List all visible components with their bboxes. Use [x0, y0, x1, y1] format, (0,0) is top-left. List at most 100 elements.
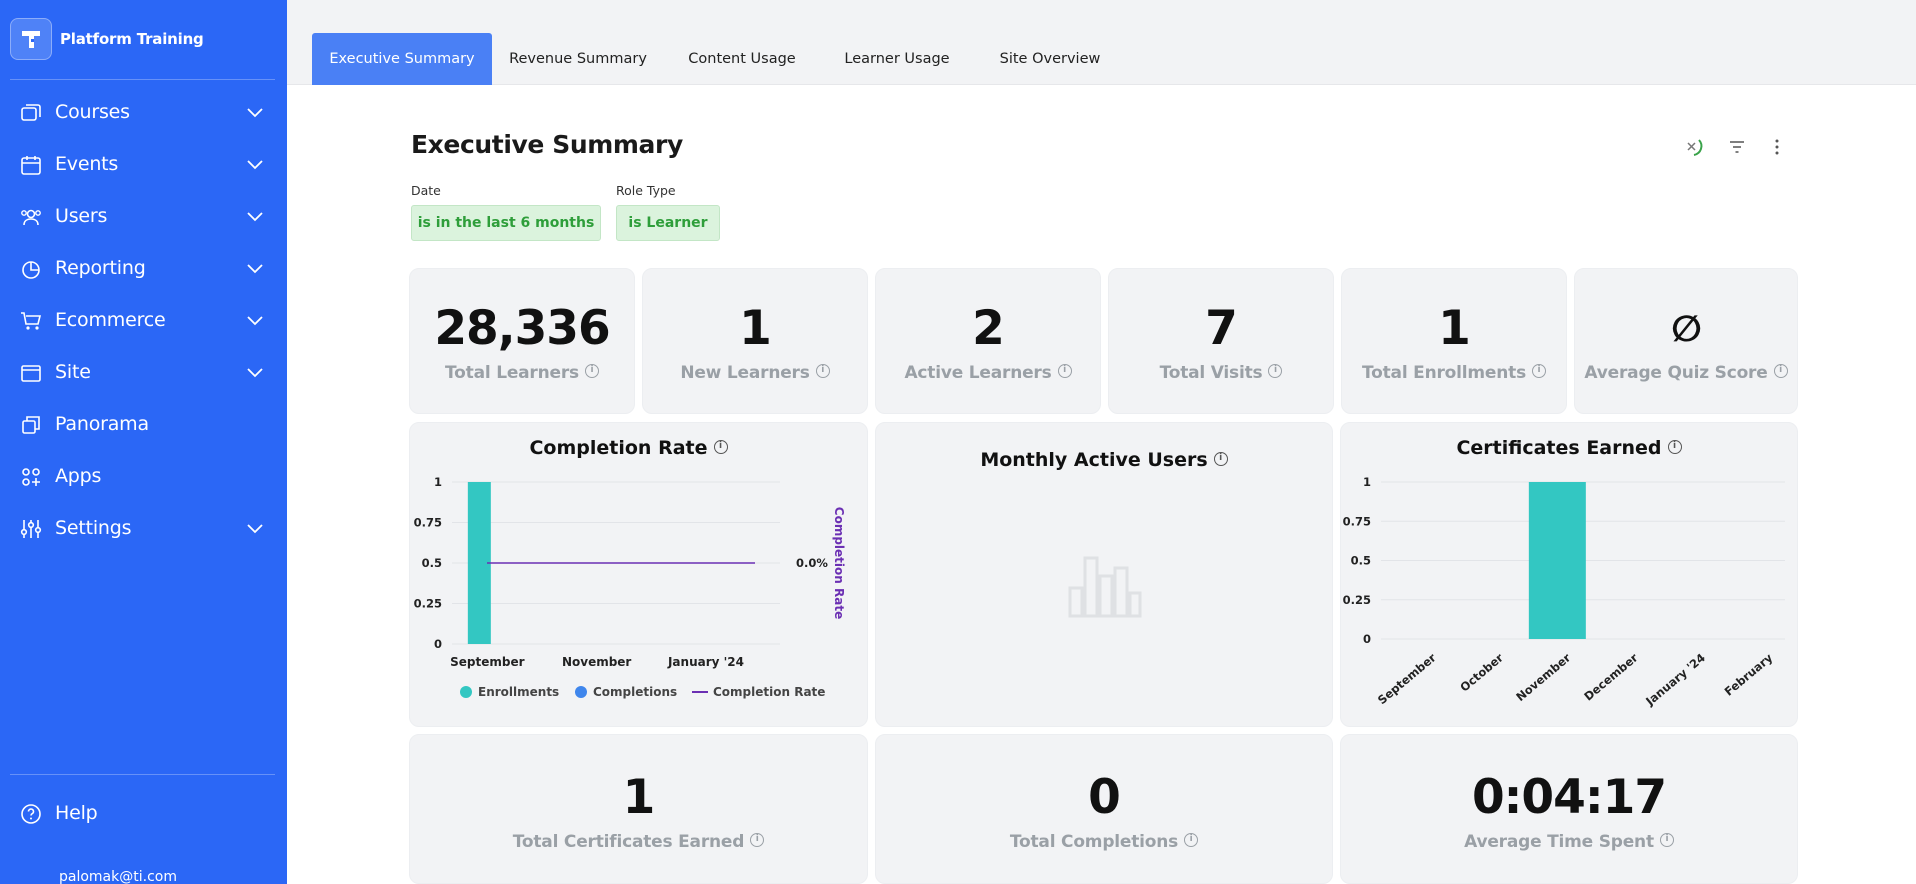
chevron-down-icon[interactable]: [245, 209, 265, 223]
tab-site-overview[interactable]: Site Overview: [999, 51, 1101, 67]
more-options-button[interactable]: [1764, 134, 1790, 160]
filter-button[interactable]: [1724, 134, 1750, 160]
info-icon[interactable]: i: [1773, 364, 1788, 378]
cancel-loading-button[interactable]: [1680, 134, 1706, 160]
chart-title: Monthly Active Users i: [876, 449, 1332, 471]
sidebar-item-label: Events: [55, 153, 119, 175]
brand-logo-icon: [10, 18, 52, 60]
chevron-down-icon[interactable]: [245, 313, 265, 327]
x-tick-label: January '24: [1642, 651, 1708, 709]
kpi-value: 1: [1438, 301, 1471, 356]
sidebar-item-apps[interactable]: Apps: [0, 456, 287, 496]
sidebar-item-label: Courses: [55, 101, 130, 123]
kpi-value: 28,336: [434, 301, 610, 356]
chevron-down-icon[interactable]: [245, 105, 265, 119]
x-tick-label: October: [1457, 650, 1506, 694]
tab-content-usage[interactable]: Content Usage: [688, 51, 796, 67]
sidebar-divider: [10, 774, 275, 775]
chart-title: Certificates Earned i: [1341, 437, 1797, 459]
tab-executive-summary[interactable]: Executive Summary: [312, 33, 492, 85]
sidebar-item-courses[interactable]: Courses: [0, 92, 287, 132]
info-icon[interactable]: i: [1659, 833, 1674, 847]
brand[interactable]: Platform Training: [10, 18, 204, 60]
more-vertical-icon: [1775, 139, 1779, 155]
cart-icon: [21, 312, 42, 330]
pie-chart-icon: [22, 261, 40, 279]
filter-label-date: Date: [411, 183, 441, 198]
kpi-value: 0: [1088, 770, 1121, 825]
y2-axis-label: Completion Rate: [832, 507, 846, 619]
empty-chart-icon: [1068, 556, 1142, 618]
kpi-card-average-quiz-score: ∅ Average Quiz Score i: [1574, 268, 1798, 414]
certificates-earned-chart: 0 0.25 0.5 0.75 1 September October November Dec…: [1343, 475, 1785, 709]
user-email[interactable]: palomak@ti.com: [59, 869, 177, 884]
info-icon[interactable]: i: [1268, 364, 1283, 378]
chart-title: Completion Rate i: [400, 437, 857, 459]
filter-chip-role-type[interactable]: is Learner: [616, 205, 720, 241]
sidebar-item-site[interactable]: Site: [0, 352, 287, 392]
page-title: Executive Summary: [411, 130, 683, 159]
info-icon[interactable]: i: [713, 439, 728, 454]
y-tick-label: 0: [434, 637, 442, 651]
sidebar-item-help[interactable]: Help: [0, 793, 287, 833]
x-tick-label: February: [1722, 650, 1776, 698]
tab-revenue-summary[interactable]: Revenue Summary: [509, 51, 647, 67]
legend-label-enrollments: Enrollments: [478, 685, 559, 699]
legend-swatch-enrollments: [460, 686, 472, 698]
sidebar-item-label: Reporting: [55, 257, 146, 279]
y-tick-label: 1: [434, 475, 442, 489]
chevron-down-icon[interactable]: [245, 157, 265, 171]
sidebar-item-label: Users: [55, 205, 108, 227]
help-label: Help: [55, 802, 98, 824]
bar-enrollments: [467, 482, 491, 644]
sidebar-item-users[interactable]: Users: [0, 196, 287, 236]
y-tick-label: 0: [1363, 632, 1371, 646]
sidebar-item-settings[interactable]: Settings: [0, 508, 287, 548]
report-tabs-bar: Executive Summary Revenue Summary Conten…: [287, 0, 1916, 85]
kpi-value: ∅: [1671, 309, 1702, 350]
legend-label-completions: Completions: [593, 685, 677, 699]
sidebar-item-reporting[interactable]: Reporting: [0, 248, 287, 288]
filter-chip-date[interactable]: is in the last 6 months: [411, 205, 601, 241]
info-icon[interactable]: i: [750, 833, 765, 847]
chevron-down-icon[interactable]: [245, 365, 265, 379]
sidebar-item-label: Site: [55, 361, 91, 383]
x-tick-label: November: [1513, 650, 1573, 704]
chevron-down-icon[interactable]: [245, 261, 265, 275]
kpi-label: Average Quiz Score i: [1575, 363, 1797, 383]
info-icon[interactable]: i: [584, 364, 599, 378]
kpi-value: 1: [739, 301, 772, 356]
y-tick-label: 0.25: [1343, 593, 1371, 607]
y-tick-label: 1: [1363, 475, 1371, 489]
sidebar-item-panorama[interactable]: Panorama: [0, 404, 287, 444]
kpi-value: 7: [1205, 301, 1238, 356]
info-icon[interactable]: i: [815, 364, 830, 378]
kpi-label: Total Certificates Earned i: [410, 832, 867, 852]
sidebar-item-events[interactable]: Events: [0, 144, 287, 184]
info-icon[interactable]: i: [1667, 439, 1682, 454]
info-icon[interactable]: i: [1532, 364, 1546, 378]
sidebar-item-ecommerce[interactable]: Ecommerce: [0, 300, 287, 340]
info-icon[interactable]: i: [1057, 364, 1072, 378]
kpi-label: Total Completions i: [876, 832, 1332, 852]
bar-certificates: [1528, 482, 1586, 639]
info-icon[interactable]: i: [1213, 451, 1228, 466]
tab-learner-usage[interactable]: Learner Usage: [844, 51, 950, 67]
x-tick-label: December: [1581, 650, 1641, 703]
y-tick-label: 0.75: [414, 516, 442, 530]
kpi-label: New Learners i: [643, 363, 867, 383]
sidebar-item-label: Ecommerce: [55, 309, 166, 331]
sidebar: Platform Training Courses Events Users R…: [0, 0, 287, 884]
close-icon: [1687, 139, 1703, 156]
kpi-value: 2: [972, 301, 1005, 356]
kpi-value: 0:04:17: [1471, 770, 1667, 825]
y-tick-label: 0.75: [1343, 514, 1371, 528]
completion-rate-chart: 0 0.25 0.5 0.75 1 0.0% Completion Rate Septembe…: [414, 475, 846, 699]
info-icon[interactable]: i: [1184, 833, 1199, 847]
y-tick-label: 0.5: [422, 556, 442, 570]
chevron-down-icon[interactable]: [245, 521, 265, 535]
help-icon: [21, 804, 41, 824]
kpi-card-average-time-spent: 0:04:17 Average Time Spent i: [1340, 734, 1798, 884]
chart-card-completion-rate: Completion Rate i 0 0.25 0.5 0.75 1 0.0% Comple…: [409, 422, 868, 727]
copy-icon: [22, 416, 40, 434]
